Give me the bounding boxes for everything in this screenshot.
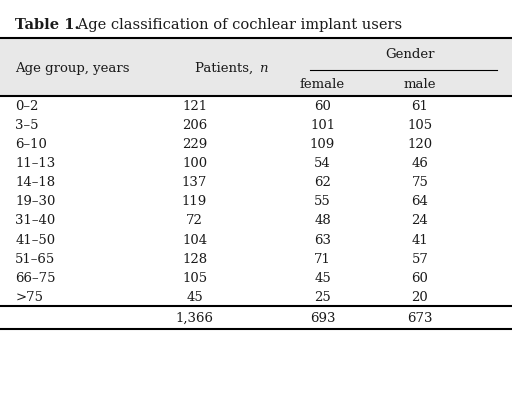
Text: 75: 75 [412, 176, 428, 189]
Text: 62: 62 [314, 176, 331, 189]
Text: 54: 54 [314, 157, 331, 170]
Text: 11–13: 11–13 [15, 157, 56, 170]
Text: 101: 101 [310, 119, 335, 132]
Text: female: female [300, 77, 345, 91]
Text: 45: 45 [186, 290, 203, 303]
Text: 51–65: 51–65 [15, 252, 56, 265]
Text: 63: 63 [314, 233, 331, 246]
Text: 673: 673 [407, 311, 433, 324]
Text: 19–30: 19–30 [15, 195, 56, 208]
Text: 61: 61 [412, 100, 428, 113]
Text: 109: 109 [310, 138, 335, 151]
Text: 25: 25 [314, 290, 331, 303]
Text: 120: 120 [407, 138, 433, 151]
Text: 60: 60 [412, 271, 428, 284]
Text: 104: 104 [182, 233, 207, 246]
Text: 24: 24 [412, 214, 428, 227]
Text: Gender: Gender [385, 48, 434, 61]
Text: 46: 46 [412, 157, 428, 170]
Text: 71: 71 [314, 252, 331, 265]
Text: 1,366: 1,366 [176, 311, 214, 324]
Text: 105: 105 [407, 119, 433, 132]
Text: Table 1.: Table 1. [15, 18, 80, 32]
Text: Patients,: Patients, [195, 61, 257, 75]
Text: 60: 60 [314, 100, 331, 113]
Text: 55: 55 [314, 195, 331, 208]
Text: Age group, years: Age group, years [15, 61, 130, 75]
Text: Age classification of cochlear implant users: Age classification of cochlear implant u… [73, 18, 402, 32]
Text: 0–2: 0–2 [15, 100, 39, 113]
Text: 105: 105 [182, 271, 207, 284]
Text: 128: 128 [182, 252, 207, 265]
Text: 48: 48 [314, 214, 331, 227]
Text: 64: 64 [412, 195, 428, 208]
Text: 45: 45 [314, 271, 331, 284]
Text: 137: 137 [182, 176, 207, 189]
Bar [0, 38, 512, 97]
Text: 229: 229 [182, 138, 207, 151]
Text: 119: 119 [182, 195, 207, 208]
Text: 14–18: 14–18 [15, 176, 55, 189]
Text: 121: 121 [182, 100, 207, 113]
Text: 41: 41 [412, 233, 428, 246]
Text: male: male [403, 77, 436, 91]
Text: 41–50: 41–50 [15, 233, 55, 246]
Text: 20: 20 [412, 290, 428, 303]
Text: 3–5: 3–5 [15, 119, 39, 132]
Text: 206: 206 [182, 119, 207, 132]
Text: 57: 57 [412, 252, 428, 265]
Text: >75: >75 [15, 290, 44, 303]
Text: 693: 693 [310, 311, 335, 324]
Text: 31–40: 31–40 [15, 214, 56, 227]
Text: 66–75: 66–75 [15, 271, 56, 284]
Text: 100: 100 [182, 157, 207, 170]
Text: 72: 72 [186, 214, 203, 227]
Text: 6–10: 6–10 [15, 138, 47, 151]
Text: n: n [259, 61, 268, 75]
